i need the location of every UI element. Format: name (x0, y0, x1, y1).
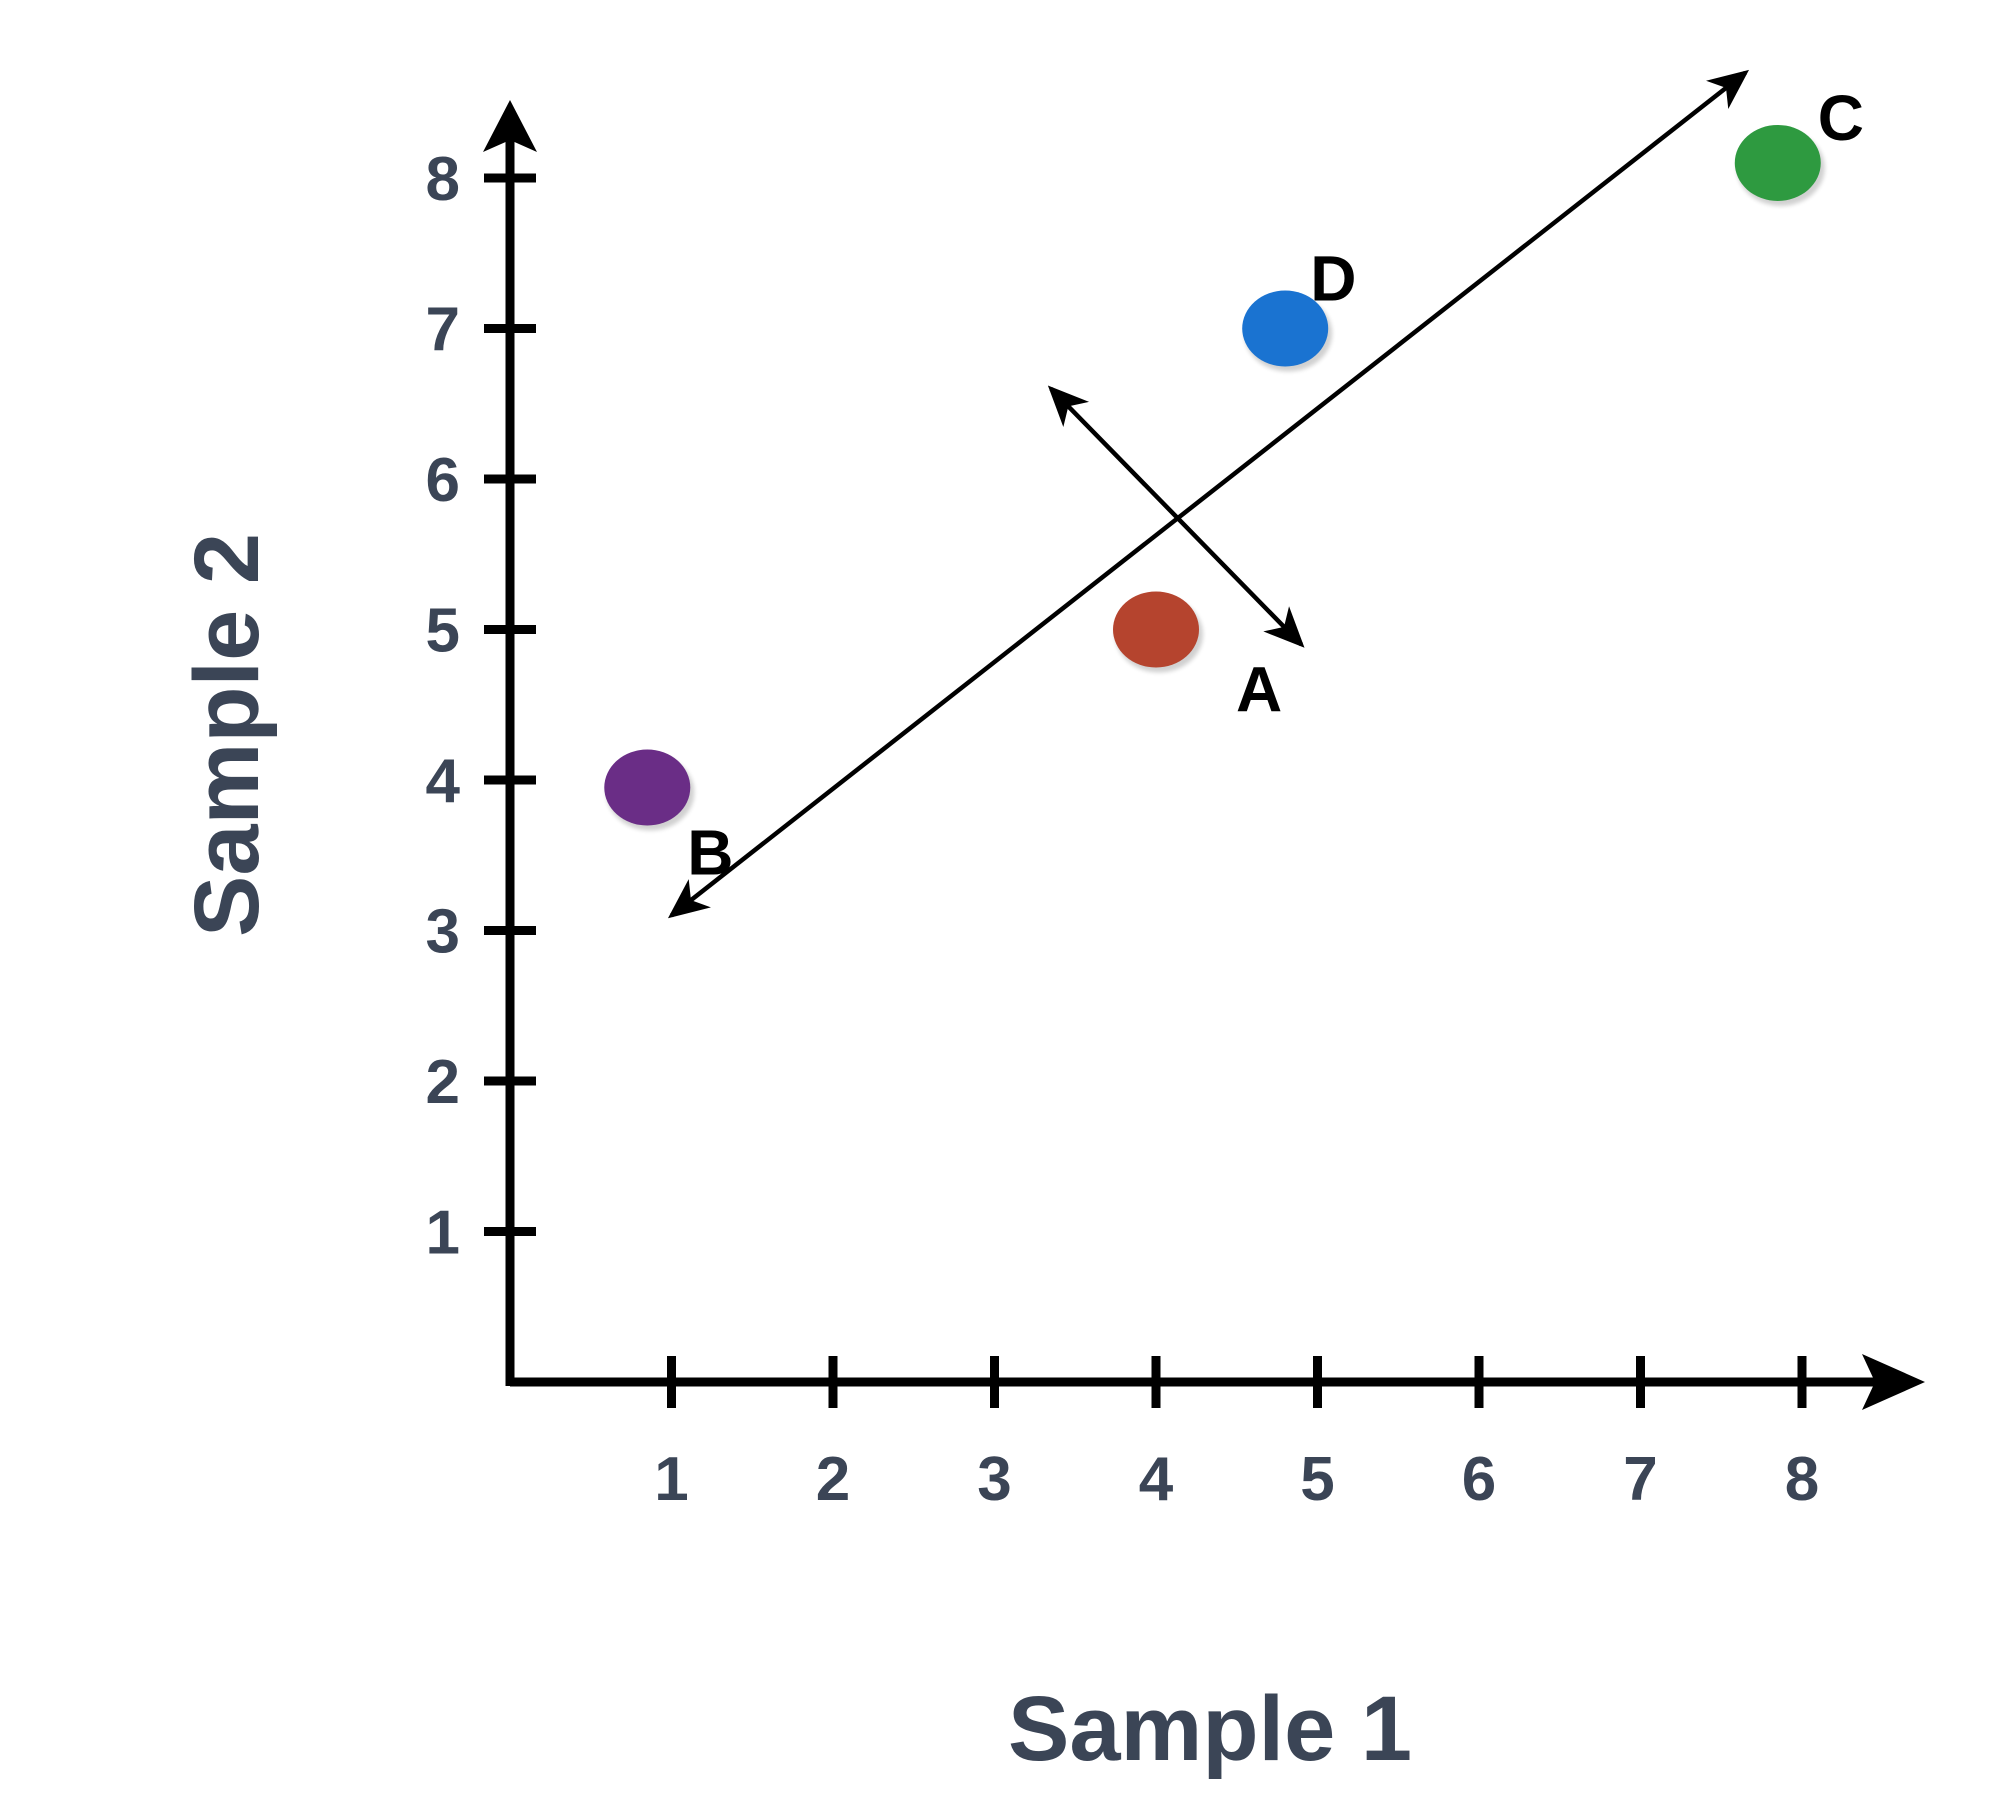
point-label-B: B (687, 817, 733, 889)
y-tick-label-1: 1 (426, 1199, 460, 1268)
double-arrow-2 (1047, 385, 1305, 648)
x-axis-title: Sample 1 (1008, 1678, 1412, 1780)
point-C (1734, 124, 1821, 201)
x-tick-label-1: 1 (654, 1445, 688, 1514)
y-axis-ticks: 1 2 3 4 5 6 7 8 (426, 145, 536, 1268)
x-tick-label-3: 3 (977, 1445, 1011, 1514)
projection-arrows (667, 69, 1750, 919)
y-tick-label-7: 7 (426, 296, 460, 365)
x-axis-ticks: 1 2 3 4 5 6 7 8 (654, 1356, 1819, 1514)
y-axis-title: Sample 2 (176, 533, 278, 937)
point-label-D: D (1310, 243, 1356, 315)
y-tick-label-4: 4 (426, 747, 461, 816)
y-axis-arrowhead (483, 100, 537, 152)
point-label-C: C (1818, 82, 1864, 154)
point-label-A: A (1236, 654, 1282, 726)
y-tick-label-8: 8 (426, 145, 460, 214)
y-tick-label-2: 2 (426, 1048, 460, 1117)
point-A (1113, 591, 1199, 668)
point-D (1242, 290, 1329, 367)
point-B (604, 749, 691, 826)
y-tick-label-3: 3 (426, 898, 460, 967)
x-tick-label-8: 8 (1785, 1445, 1819, 1514)
y-tick-label-6: 6 (426, 446, 460, 515)
x-tick-label-4: 4 (1139, 1445, 1174, 1514)
x-axis-arrowhead (1862, 1354, 1925, 1410)
y-tick-label-5: 5 (426, 597, 460, 666)
axes (483, 100, 1925, 1410)
x-tick-label-2: 2 (816, 1445, 850, 1514)
double-arrow-1 (667, 69, 1750, 919)
x-tick-label-6: 6 (1462, 1445, 1496, 1514)
data-points: A B C D (604, 82, 1864, 889)
x-tick-label-7: 7 (1623, 1445, 1657, 1514)
x-tick-label-5: 5 (1300, 1445, 1334, 1514)
